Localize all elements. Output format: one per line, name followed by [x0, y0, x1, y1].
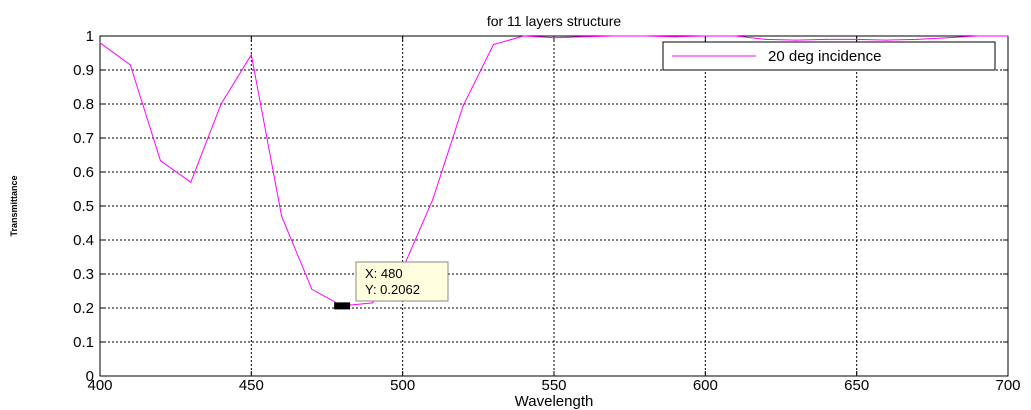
data-tip[interactable]: X: 480 Y: 0.2062 — [334, 261, 449, 310]
data-point — [129, 64, 131, 66]
x-tick-label: 650 — [844, 377, 869, 394]
y-tick-label: 0.7 — [73, 130, 94, 147]
data-point — [886, 39, 888, 41]
data-point — [1007, 35, 1009, 37]
data-tip-marker — [334, 302, 351, 310]
x-tick-label: 550 — [541, 377, 566, 394]
x-tick-label: 500 — [390, 377, 415, 394]
data-point — [977, 35, 979, 37]
data-point — [159, 160, 162, 162]
data-point — [644, 35, 646, 37]
data-point — [432, 198, 434, 200]
data-point — [190, 181, 192, 183]
legend-label: 20 deg incidence — [768, 48, 881, 65]
data-point — [492, 43, 495, 46]
grid — [100, 36, 1008, 376]
data-tip-y: Y: 0.2062 — [365, 282, 420, 297]
x-tick-label: 700 — [995, 377, 1020, 394]
data-point — [735, 35, 737, 37]
y-tick-label: 0.5 — [73, 198, 94, 215]
data-tip-box — [355, 261, 449, 302]
y-tick-label: 1 — [86, 28, 94, 45]
data-point — [916, 38, 918, 41]
y-tick-label: 0.2 — [73, 300, 94, 317]
data-point — [795, 39, 797, 41]
axis-ticks: 400 450 500 550 600 650 700 0 0.1 0.2 0.3 0.4 0.5 0.6… — [73, 28, 1020, 394]
data-point — [765, 38, 767, 41]
y-tick-label: 0 — [86, 368, 94, 385]
y-tick-label: 0.8 — [73, 96, 94, 113]
data-point — [99, 42, 101, 44]
y-tick-label: 0.3 — [73, 266, 94, 283]
data-point — [371, 302, 373, 304]
data-point — [825, 38, 828, 41]
y-tick-label: 0.9 — [73, 62, 94, 79]
data-point — [220, 103, 222, 105]
data-point — [281, 215, 283, 217]
y-tick-label: 0.6 — [73, 164, 94, 181]
data-point — [946, 37, 949, 39]
data-point — [553, 37, 555, 39]
x-axis-label: Wavelength — [515, 393, 594, 410]
y-tick-label: 0.4 — [73, 232, 94, 249]
data-point — [613, 35, 616, 37]
x-tick-label: 400 — [87, 377, 112, 394]
data-point — [856, 38, 858, 41]
data-point — [311, 288, 313, 290]
data-point — [523, 35, 525, 37]
data-point — [250, 54, 252, 56]
y-tick-label: 0.1 — [73, 334, 94, 351]
x-tick-label: 450 — [239, 377, 264, 394]
data-point — [674, 36, 676, 38]
data-tip-x: X: 480 — [365, 266, 403, 281]
data-point — [583, 36, 585, 38]
x-tick-label: 600 — [693, 377, 718, 394]
data-point — [704, 35, 706, 37]
legend[interactable]: 20 deg incidence — [662, 41, 996, 71]
data-point — [462, 105, 464, 107]
y-axis-label: Transmittance — [9, 175, 19, 236]
chart-title: for 11 layers structure — [487, 13, 622, 29]
